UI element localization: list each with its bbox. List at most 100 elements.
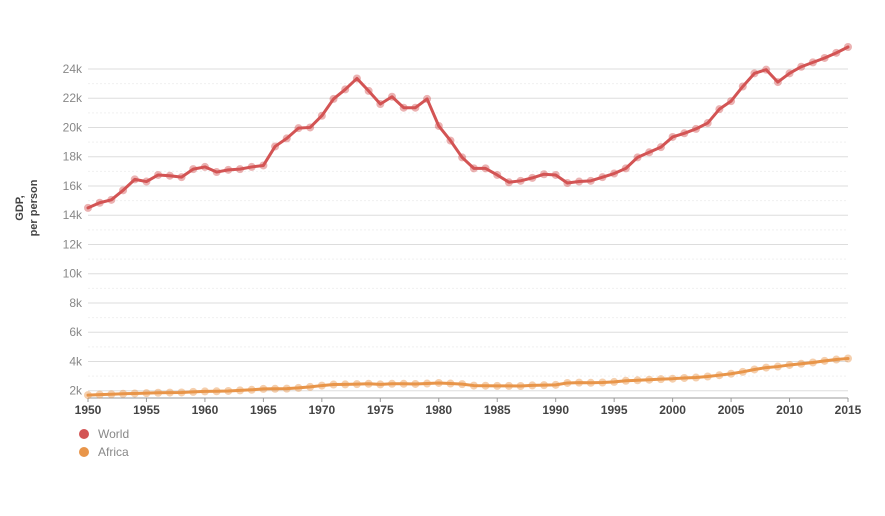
data-point-world[interactable]: [493, 170, 502, 179]
data-point-africa[interactable]: [610, 377, 619, 386]
data-point-world[interactable]: [656, 143, 665, 152]
data-point-world[interactable]: [411, 103, 420, 112]
data-point-world[interactable]: [247, 162, 256, 171]
data-point-africa[interactable]: [294, 383, 303, 392]
data-point-world[interactable]: [598, 173, 607, 182]
data-point-world[interactable]: [329, 94, 338, 103]
data-point-world[interactable]: [142, 177, 151, 186]
data-point-world[interactable]: [645, 148, 654, 157]
data-point-africa[interactable]: [434, 378, 443, 387]
data-point-africa[interactable]: [703, 372, 712, 381]
data-point-africa[interactable]: [621, 376, 630, 385]
data-point-world[interactable]: [165, 171, 174, 180]
data-point-world[interactable]: [341, 85, 350, 94]
data-point-world[interactable]: [703, 119, 712, 128]
data-point-world[interactable]: [481, 164, 490, 173]
data-point-world[interactable]: [388, 92, 396, 101]
data-point-world[interactable]: [528, 173, 537, 182]
data-point-africa[interactable]: [130, 389, 139, 398]
data-point-world[interactable]: [352, 74, 361, 83]
data-point-world[interactable]: [469, 164, 478, 173]
data-point-world[interactable]: [785, 69, 794, 78]
data-point-world[interactable]: [423, 94, 432, 103]
data-point-africa[interactable]: [656, 375, 665, 384]
data-point-world[interactable]: [773, 78, 782, 87]
data-point-world[interactable]: [212, 168, 221, 177]
data-point-world[interactable]: [236, 165, 244, 174]
data-point-world[interactable]: [364, 86, 373, 95]
data-point-africa[interactable]: [212, 387, 221, 396]
data-point-world[interactable]: [130, 175, 139, 184]
data-point-africa[interactable]: [282, 384, 291, 393]
data-point-africa[interactable]: [832, 355, 841, 364]
data-point-africa[interactable]: [563, 378, 572, 387]
data-point-africa[interactable]: [820, 356, 829, 365]
data-point-africa[interactable]: [598, 378, 607, 387]
data-point-africa[interactable]: [540, 381, 548, 390]
data-point-world[interactable]: [727, 97, 736, 106]
data-point-africa[interactable]: [528, 381, 537, 390]
data-point-africa[interactable]: [762, 363, 771, 372]
data-point-world[interactable]: [458, 153, 467, 162]
data-point-africa[interactable]: [341, 380, 350, 389]
data-point-africa[interactable]: [446, 379, 455, 388]
data-point-world[interactable]: [692, 124, 700, 133]
data-point-africa[interactable]: [177, 388, 186, 397]
data-point-africa[interactable]: [388, 379, 396, 388]
data-point-world[interactable]: [668, 132, 677, 141]
data-point-world[interactable]: [820, 53, 829, 62]
data-point-africa[interactable]: [142, 389, 151, 398]
data-point-africa[interactable]: [107, 390, 116, 399]
data-point-africa[interactable]: [773, 362, 782, 371]
data-point-africa[interactable]: [668, 374, 677, 383]
data-point-africa[interactable]: [236, 386, 244, 395]
data-point-world[interactable]: [633, 153, 642, 162]
data-point-world[interactable]: [610, 169, 619, 178]
data-point-world[interactable]: [551, 170, 560, 179]
legend-item-world[interactable]: World: [79, 427, 129, 441]
data-point-world[interactable]: [844, 43, 852, 51]
data-point-africa[interactable]: [317, 381, 326, 390]
data-point-world[interactable]: [516, 176, 525, 185]
data-point-africa[interactable]: [797, 359, 806, 368]
data-point-africa[interactable]: [189, 387, 198, 396]
data-point-africa[interactable]: [715, 371, 724, 380]
data-point-africa[interactable]: [727, 369, 736, 378]
data-point-world[interactable]: [282, 134, 291, 143]
data-point-world[interactable]: [189, 165, 198, 174]
data-point-africa[interactable]: [423, 379, 432, 388]
data-point-africa[interactable]: [399, 379, 408, 388]
data-point-world[interactable]: [808, 58, 817, 67]
data-point-africa[interactable]: [504, 381, 513, 390]
data-point-world[interactable]: [586, 176, 595, 185]
data-point-africa[interactable]: [785, 360, 794, 369]
data-point-world[interactable]: [294, 124, 303, 133]
data-point-africa[interactable]: [633, 376, 642, 385]
data-point-africa[interactable]: [551, 380, 560, 389]
data-point-world[interactable]: [738, 82, 747, 91]
data-point-africa[interactable]: [808, 358, 817, 367]
data-point-world[interactable]: [200, 162, 209, 171]
data-point-world[interactable]: [563, 179, 572, 188]
data-point-world[interactable]: [154, 170, 163, 179]
data-point-world[interactable]: [434, 121, 443, 130]
data-point-africa[interactable]: [306, 382, 315, 391]
data-point-world[interactable]: [177, 173, 186, 182]
data-point-africa[interactable]: [481, 381, 490, 390]
data-point-world[interactable]: [399, 103, 408, 112]
data-point-world[interactable]: [715, 105, 724, 114]
data-point-world[interactable]: [224, 165, 233, 174]
data-point-africa[interactable]: [165, 388, 174, 397]
data-point-world[interactable]: [271, 142, 280, 151]
data-point-africa[interactable]: [469, 381, 478, 390]
data-point-africa[interactable]: [575, 378, 584, 387]
data-point-africa[interactable]: [750, 365, 759, 374]
data-point-africa[interactable]: [738, 367, 747, 376]
data-point-world[interactable]: [317, 111, 326, 120]
data-point-world[interactable]: [95, 198, 104, 207]
data-point-africa[interactable]: [247, 385, 256, 394]
data-point-world[interactable]: [621, 164, 630, 173]
data-point-africa[interactable]: [680, 373, 689, 382]
data-point-world[interactable]: [540, 170, 548, 179]
data-point-world[interactable]: [107, 195, 116, 204]
